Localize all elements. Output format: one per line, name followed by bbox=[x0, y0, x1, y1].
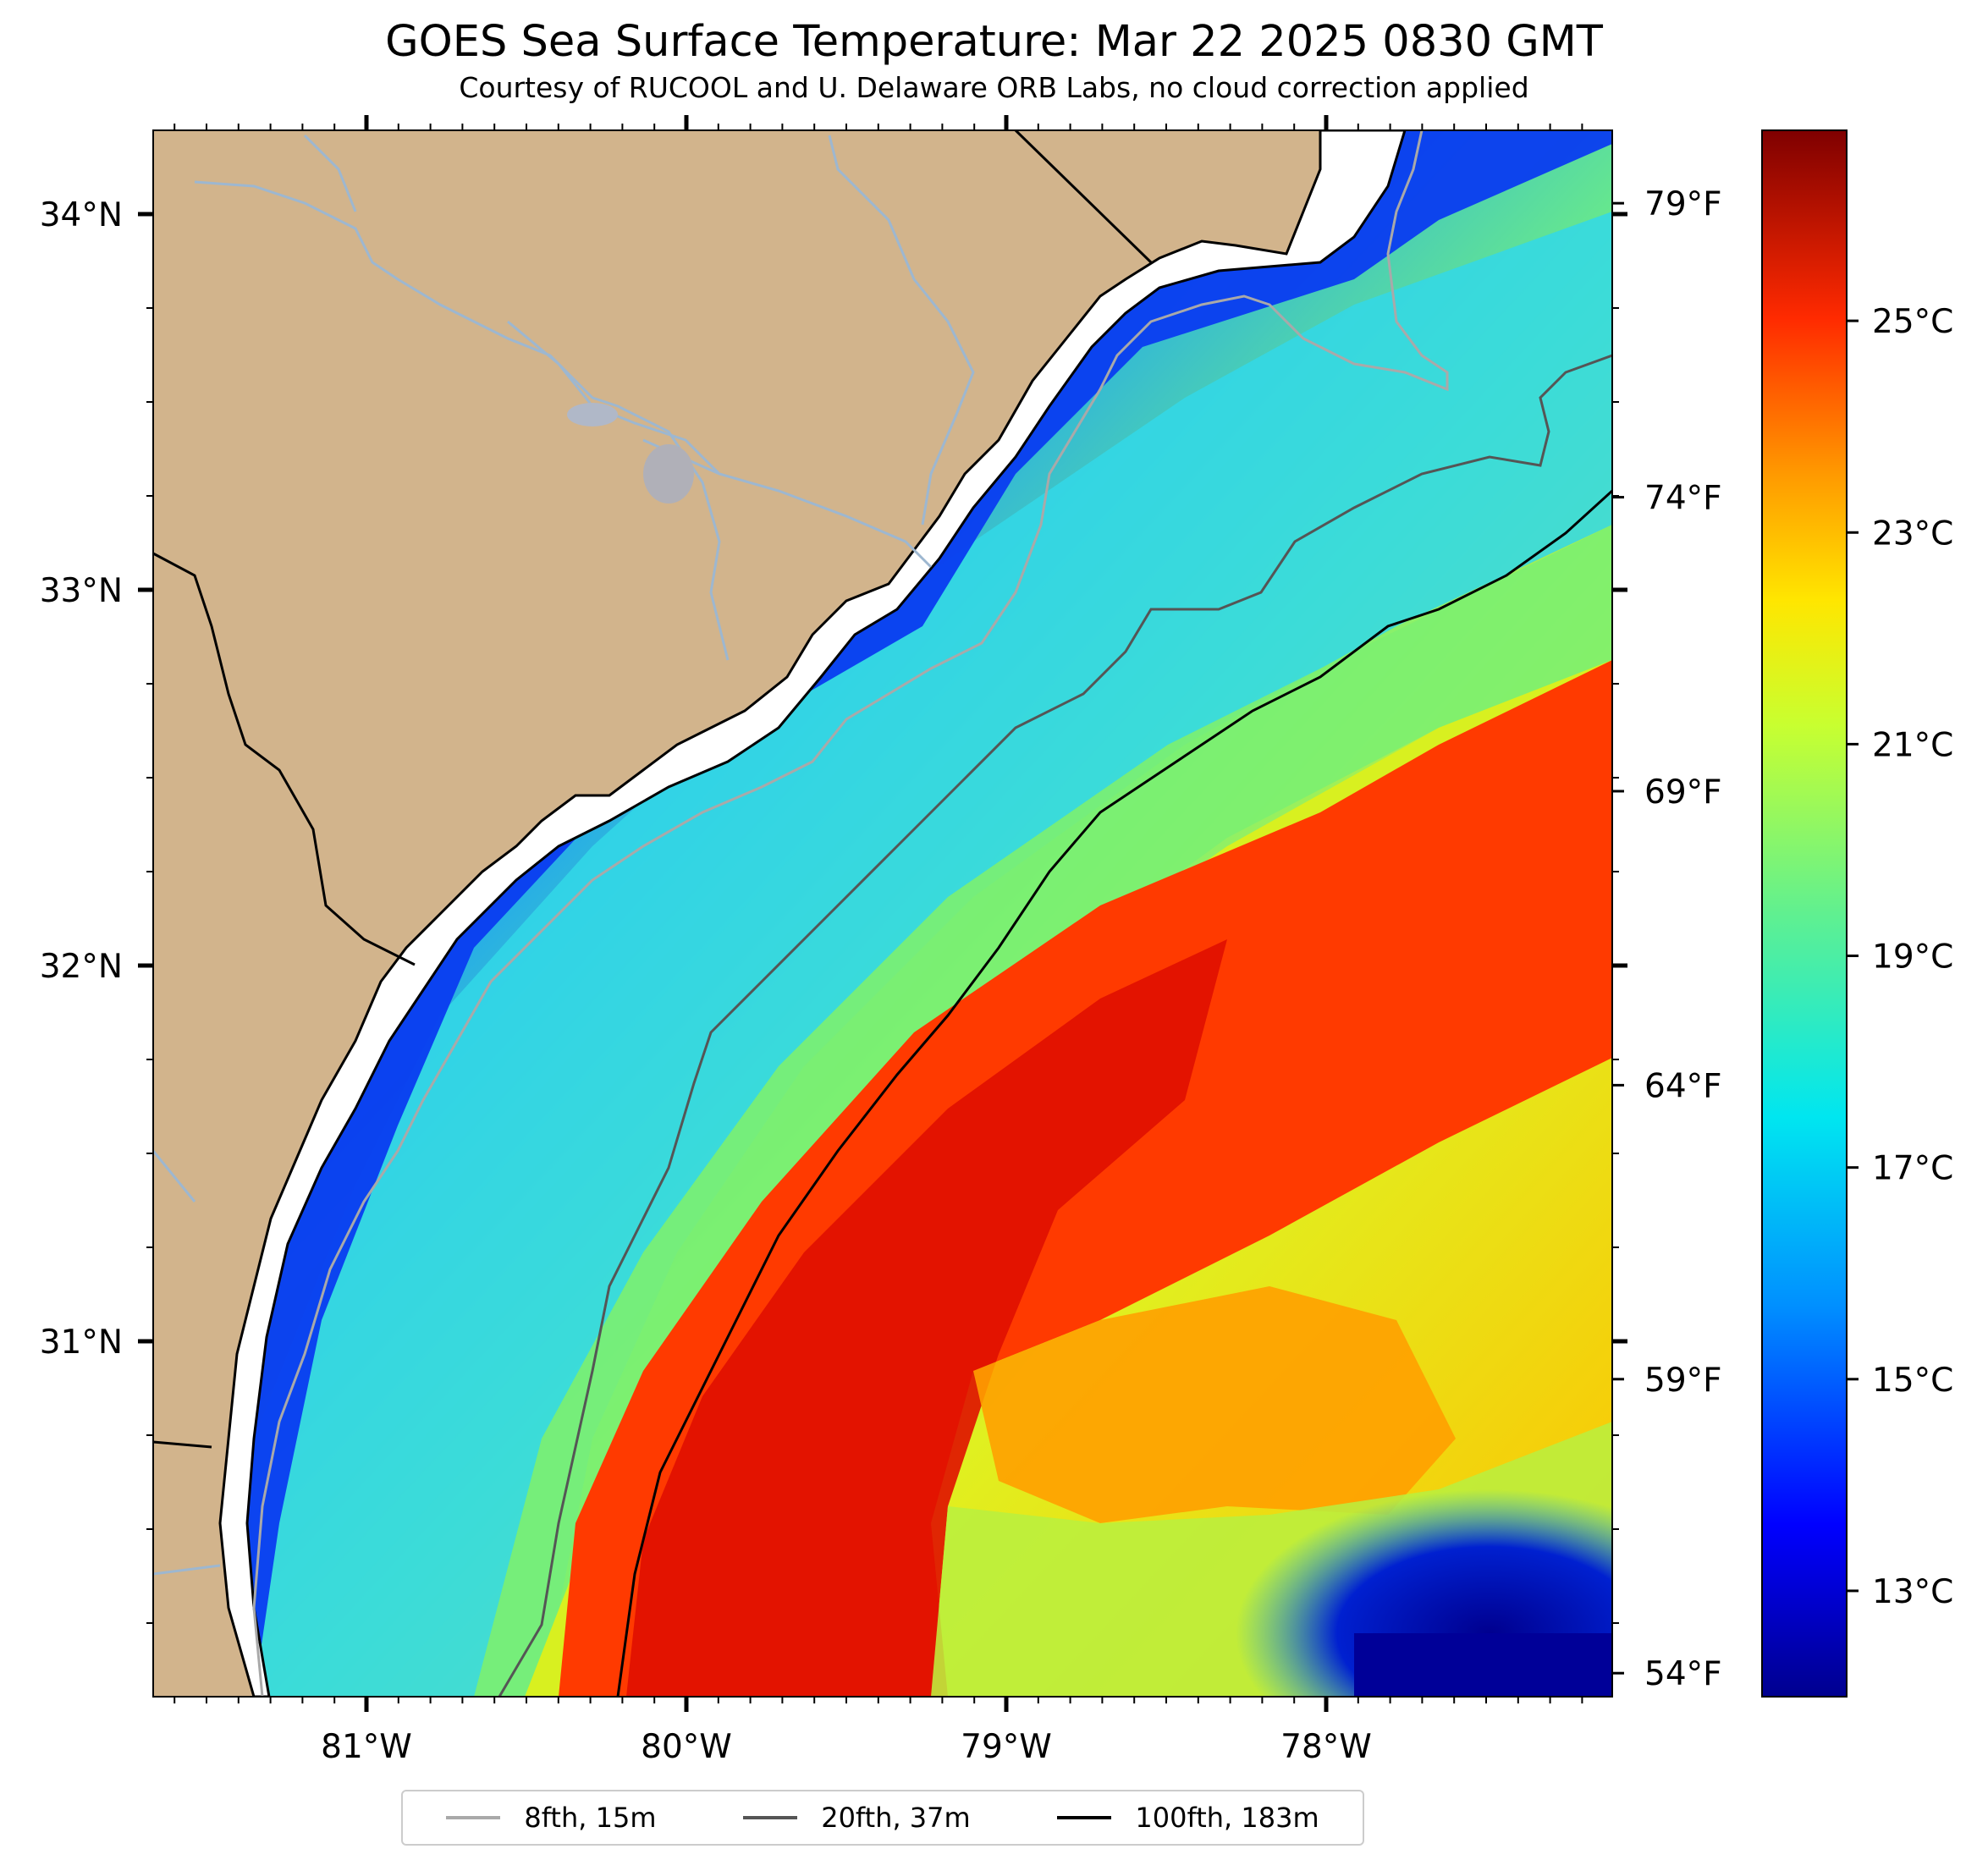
colorbar-tick-label: 15°C bbox=[1872, 1362, 1953, 1400]
isobath-20fth bbox=[498, 354, 1612, 1697]
lon-tick-label: 79°W bbox=[961, 1728, 1052, 1766]
cold-water-corner bbox=[1354, 1633, 1612, 1697]
lake-2 bbox=[567, 403, 618, 426]
legend-item: 100fth, 183m bbox=[1057, 1802, 1319, 1834]
lon-tick-label: 80°W bbox=[641, 1728, 732, 1766]
legend-item: 20fth, 37m bbox=[743, 1802, 971, 1834]
colorbar-tick-label: 19°C bbox=[1872, 938, 1953, 977]
legend-swatch bbox=[743, 1816, 798, 1819]
legend-label: 20fth, 37m bbox=[821, 1802, 971, 1834]
colorbar-tick-label: 25°C bbox=[1872, 303, 1953, 341]
lat-tick-label: 31°N bbox=[40, 1323, 123, 1362]
fahrenheit-tick-label: 64°F bbox=[1644, 1067, 1722, 1105]
warm-eddy bbox=[973, 1286, 1456, 1523]
rivers bbox=[153, 134, 975, 1576]
longitude-ticks: 81°W 80°W 79°W 78°W bbox=[321, 115, 1372, 1766]
colorbar-ticks: 25°C 23°C 21°C 19°C 17°C 15°C 13°C bbox=[1847, 303, 1953, 1611]
legend-swatch bbox=[1057, 1816, 1112, 1819]
isobath-8fth bbox=[252, 130, 1449, 1697]
colorbar-tick-label: 17°C bbox=[1872, 1150, 1953, 1188]
legend-item: 8fth, 15m bbox=[446, 1802, 656, 1834]
legend-label: 100fth, 183m bbox=[1135, 1802, 1319, 1834]
legend-label: 8fth, 15m bbox=[524, 1802, 657, 1834]
colorbar-tick-label: 13°C bbox=[1872, 1573, 1953, 1611]
lat-tick-label: 33°N bbox=[40, 572, 123, 610]
lon-tick-label: 78°W bbox=[1280, 1728, 1372, 1766]
fahrenheit-tick-label: 54°F bbox=[1644, 1655, 1722, 1693]
lat-tick-label: 32°N bbox=[40, 948, 123, 986]
map-frame bbox=[152, 129, 1613, 1698]
colorbar-ramp bbox=[1761, 129, 1848, 1698]
legend-swatch bbox=[446, 1816, 501, 1819]
fahrenheit-tick-label: 74°F bbox=[1644, 480, 1722, 518]
lon-tick-label: 81°W bbox=[321, 1728, 412, 1766]
chart-title: GOES Sea Surface Temperature: Mar 22 202… bbox=[385, 17, 1603, 67]
fahrenheit-tick-label: 79°F bbox=[1644, 185, 1722, 223]
gulf-stream-core bbox=[626, 939, 1227, 1697]
shelf-water bbox=[245, 212, 1612, 1697]
isobath-legend: 8fth, 15m 20fth, 37m 100fth, 183m bbox=[401, 1790, 1364, 1846]
latitude-ticks: 34°N 33°N 32°N 31°N bbox=[40, 196, 1627, 1362]
colorbar-tick-label: 21°C bbox=[1872, 726, 1953, 764]
colorbar-tick-label: 23°C bbox=[1872, 515, 1953, 553]
land bbox=[153, 130, 1320, 1697]
coastal-nodata bbox=[218, 130, 1407, 1697]
fahrenheit-axis: 79°F 74°F 69°F 64°F 59°F 54°F bbox=[1612, 185, 1722, 1693]
lat-tick-label: 34°N bbox=[40, 196, 123, 234]
lake bbox=[643, 444, 694, 504]
fahrenheit-tick-label: 69°F bbox=[1644, 773, 1722, 812]
state-borders bbox=[153, 130, 1153, 1449]
minor-ticks bbox=[146, 124, 1619, 1703]
fahrenheit-tick-label: 59°F bbox=[1644, 1362, 1722, 1400]
chart-subtitle: Courtesy of RUCOOL and U. Delaware ORB L… bbox=[459, 71, 1529, 104]
isobath-100fth bbox=[616, 489, 1612, 1697]
